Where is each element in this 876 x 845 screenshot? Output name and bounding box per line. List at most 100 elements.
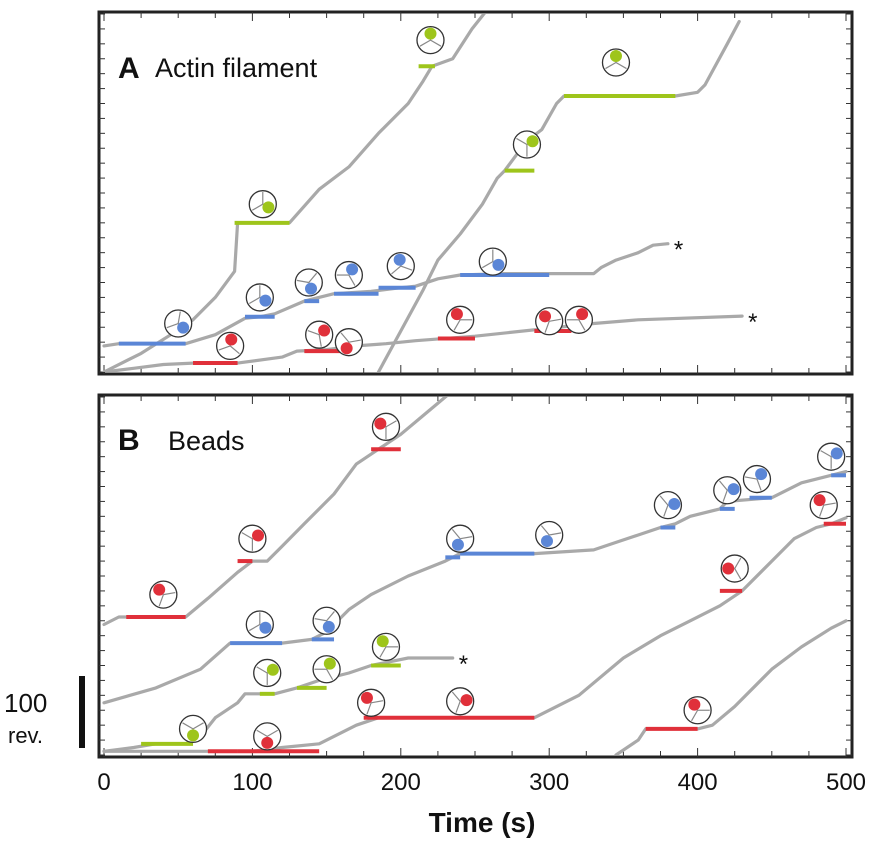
rotor-orientation-icon [446, 524, 475, 553]
rotor-marker-red [318, 324, 331, 337]
rotor-spoke [348, 339, 361, 343]
rotor-spoke [605, 61, 617, 70]
rotor-spoke [663, 504, 669, 517]
rotor-spoke [455, 701, 461, 713]
rotor-spoke [544, 321, 550, 333]
rotor-spoke [318, 334, 322, 347]
x-axis-label: Time (s) [429, 807, 536, 838]
rotor-spoke [177, 311, 181, 324]
rotor-marker-green [526, 135, 539, 148]
rotor-spoke [229, 345, 240, 355]
rotor-spoke [256, 729, 268, 737]
rotor-orientation-icon [512, 130, 542, 159]
rotor-marker-red [252, 529, 265, 542]
rotor-spoke [218, 345, 231, 351]
rotor-marker-red [460, 694, 473, 707]
x-axis-tick-labels: 0 100 200 300 400 500 [97, 769, 866, 796]
rotor-spoke [307, 329, 320, 336]
rotor-spoke [248, 623, 261, 632]
rotor-marker-green [376, 635, 389, 648]
rotor-spoke [453, 319, 461, 331]
rotor-spoke [391, 265, 402, 275]
rotor-spoke [430, 39, 442, 47]
rotor-orientation-icon [245, 610, 274, 639]
x-tick-label: 300 [529, 769, 569, 796]
rotor-marker-green [266, 663, 279, 676]
rotor-marker-red [374, 417, 387, 430]
panel-b-title: Beads [168, 426, 245, 456]
rotation-trace-5 [614, 619, 848, 755]
rotor-orientation-icon [742, 464, 772, 494]
rotor-marker-red [450, 308, 463, 321]
rotor-orientation-icon [683, 696, 712, 725]
rotor-orientation-icon [720, 554, 749, 583]
rotor-marker-red [360, 691, 373, 704]
rotor-spoke [400, 265, 413, 271]
rotor-marker-blue [451, 538, 464, 551]
rotor-marker-red [722, 562, 735, 575]
rotor-marker-blue [830, 447, 843, 460]
rotor-orientation-icon [164, 309, 193, 338]
rotor-orientation-icon [312, 655, 341, 684]
rotor-spoke [348, 274, 356, 286]
rotor-orientation-icon [446, 687, 475, 716]
scale-bar-line [79, 676, 85, 748]
x-tick-label: 400 [678, 769, 718, 796]
rotor-marker-red [225, 333, 238, 346]
rotor-spoke [256, 666, 268, 674]
rotor-spoke [734, 568, 742, 580]
rotor-spoke [366, 702, 372, 715]
rotor-spoke [371, 700, 384, 704]
rotor-spoke [540, 525, 550, 536]
rotor-marker-green [262, 201, 275, 214]
rotor-orientation-icon [215, 331, 245, 361]
rotor-marker-blue [492, 258, 505, 271]
rotor-orientation-icon [371, 412, 401, 441]
panel-b-letter: B [118, 424, 140, 457]
rotor-orientation-icon [312, 606, 341, 635]
rotor-spoke [314, 618, 327, 622]
rotor-spoke [481, 261, 494, 269]
trace-end-asterisk: * [674, 237, 683, 264]
rotor-spoke [308, 272, 318, 283]
rotor-spoke [166, 322, 179, 329]
rotor-spoke [549, 532, 562, 536]
rotor-orientation-icon [253, 722, 282, 751]
trace-end-asterisk: * [748, 309, 757, 336]
x-tick-label: 500 [826, 769, 866, 796]
rotor-orientation-icon [535, 307, 564, 336]
rotor-orientation-icon [305, 320, 334, 349]
scale-bar-value: 100 [4, 688, 47, 718]
rotor-orientation-icon [601, 48, 631, 77]
rotor-orientation-icon [653, 490, 683, 520]
rotor-marker-blue [393, 253, 406, 266]
rotor-spoke [451, 529, 461, 540]
panel-a-actin-filament: A Actin filament [97, 10, 854, 376]
rotor-spoke [659, 495, 669, 506]
rotor-spoke [296, 279, 309, 284]
rotor-marker-blue [177, 321, 190, 334]
rotor-orientation-icon [334, 260, 364, 290]
panel-a-ticks [99, 12, 852, 374]
rotor-marker-blue [322, 620, 335, 633]
rotation-trace-1 [102, 397, 448, 627]
rotor-marker-green [323, 657, 336, 670]
panel-a-frame [97, 10, 854, 376]
rotor-marker-green [424, 27, 437, 40]
rotor-marker-red [153, 583, 166, 596]
rotor-spoke [379, 646, 387, 658]
rotor-orientation-icon [371, 632, 401, 662]
rotor-marker-blue [668, 498, 681, 511]
rotor-spoke [326, 668, 334, 681]
rotor-marker-red [813, 494, 826, 507]
rotor-marker-blue [305, 282, 318, 295]
rotor-spoke [823, 502, 836, 506]
rotor-marker-red [261, 736, 274, 749]
rotor-spoke [820, 450, 832, 458]
rotor-spoke [819, 504, 825, 517]
rotor-orientation-icon [334, 328, 364, 357]
rotor-marker-red [539, 310, 552, 323]
rotor-orientation-icon [416, 25, 445, 55]
rotor-orientation-icon [356, 688, 386, 717]
rotor-orientation-icon [248, 190, 277, 219]
